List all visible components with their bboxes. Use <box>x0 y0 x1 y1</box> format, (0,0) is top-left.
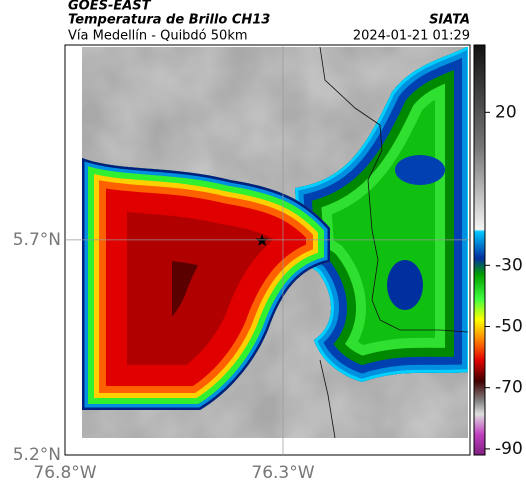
colorbar-tick-label: -70 <box>495 378 523 398</box>
satellite-image <box>82 47 468 438</box>
title: Temperatura de Brillo CH13 <box>68 13 270 28</box>
lon-tick-label: 76.3°W <box>251 463 314 483</box>
source: GOES-EAST <box>68 0 152 14</box>
lon-tick-label: 76.8°W <box>33 463 96 483</box>
subtitle: Vía Medellín - Quibdó 50km <box>68 29 248 44</box>
map-frame <box>64 44 471 456</box>
colorbar-tick-label: -50 <box>495 316 523 336</box>
datetime: 2024-01-21 01:29 <box>353 29 470 44</box>
colorbar-tick-label: -30 <box>495 255 523 275</box>
lat-tick-label: 5.2°N <box>13 445 61 465</box>
colorbar <box>473 44 486 456</box>
lat-tick-label: 5.7°N <box>13 230 61 250</box>
agency: SIATA <box>429 13 470 28</box>
ticks: 76.8°W 76.3°W 5.7°N 5.2°N 20 -30 -50 -70 -90 <box>13 45 523 483</box>
colorbar-tick-label: 20 <box>495 102 517 122</box>
colorbar-tick-label: -90 <box>495 439 523 459</box>
